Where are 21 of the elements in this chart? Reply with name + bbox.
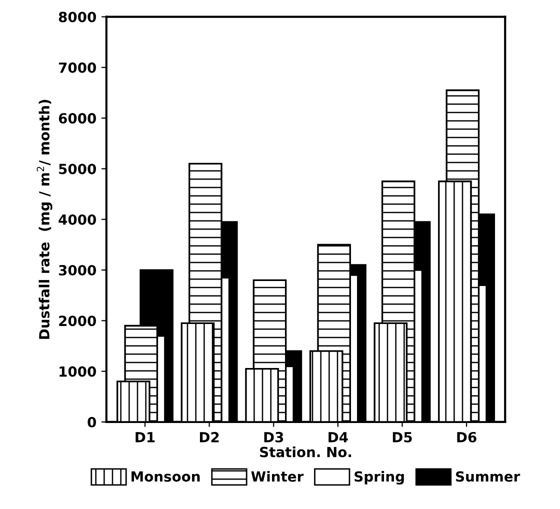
x-tick-label: D1 [136, 432, 155, 442]
y-tick-label: 6000 [58, 113, 96, 124]
legend-label: Summer [456, 471, 520, 482]
x-tick-label: D3 [264, 432, 284, 442]
x-axis-title: Station. No. [260, 446, 352, 458]
y-tick-label: 5000 [59, 164, 96, 174]
y-tick-label: 0 [88, 416, 96, 428]
y-tick-label: 3000 [58, 264, 96, 276]
y-tick-label: 4000 [58, 214, 96, 225]
legend-label: Winter [251, 470, 304, 482]
y-axis-title: Dustfall rate (mg / m$^{2}$/ month) [36, 100, 52, 339]
x-tick-label: D6 [457, 432, 476, 442]
legend-label: Spring [354, 470, 404, 485]
x-tick-label: D2 [200, 432, 219, 442]
legend-label: Monsoon [132, 471, 200, 482]
y-tick-label: 7000 [58, 62, 96, 73]
y-tick-label: 2000 [59, 316, 96, 326]
y-tick-label: 8000 [58, 12, 96, 22]
x-tick-label: D5 [392, 432, 412, 442]
y-tick-label: 1000 [60, 366, 96, 377]
x-tick-label: D4 [328, 432, 348, 442]
